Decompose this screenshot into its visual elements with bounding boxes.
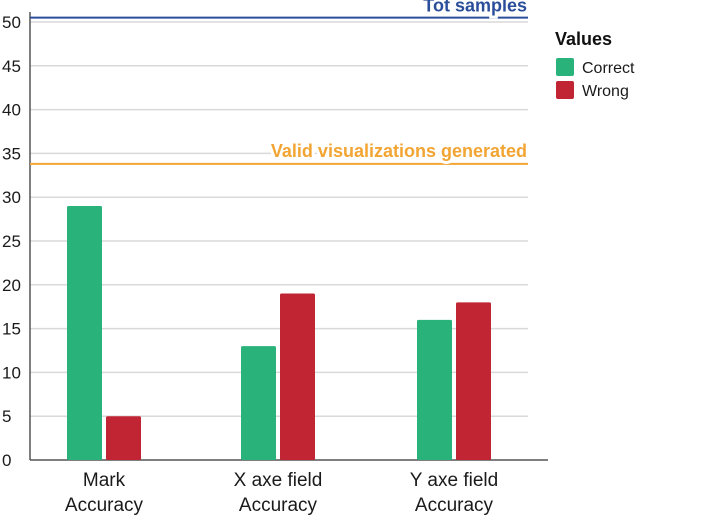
x-category-label: Mark	[83, 470, 126, 491]
x-category-label: Accuracy	[415, 495, 494, 516]
x-category-label: Y axe field	[410, 470, 498, 491]
y-tick-label: 0	[2, 451, 11, 470]
y-tick-label: 15	[2, 320, 21, 339]
bar-correct-0	[67, 205, 102, 460]
x-category-label: X axe field	[234, 470, 323, 491]
legend-label-correct: Correct	[582, 60, 635, 77]
x-category-label: Accuracy	[65, 495, 144, 516]
legend-label-wrong: Wrong	[582, 83, 629, 100]
bar-correct-1	[241, 346, 276, 460]
y-tick-label: 10	[2, 363, 21, 382]
reference-line-label: Valid visualizations generated	[271, 141, 527, 161]
bar-wrong-0	[106, 416, 141, 460]
y-tick-label: 45	[2, 57, 21, 76]
y-tick-label: 50	[2, 13, 21, 32]
x-category-label: Accuracy	[239, 495, 318, 516]
legend-swatch-wrong	[556, 81, 574, 99]
y-tick-label: 40	[2, 101, 21, 120]
legend-title: Values	[555, 29, 612, 49]
y-tick-label: 30	[2, 188, 21, 207]
legend-swatch-correct	[556, 58, 574, 76]
bar-correct-2	[417, 319, 452, 460]
bar-wrong-2	[456, 302, 491, 460]
y-tick-label: 35	[2, 144, 21, 163]
y-tick-label: 25	[2, 232, 21, 251]
y-tick-label: 20	[2, 276, 21, 295]
reference-line-label: Tot samples	[423, 0, 527, 16]
bar-wrong-1	[280, 293, 315, 460]
y-tick-label: 5	[2, 407, 11, 426]
